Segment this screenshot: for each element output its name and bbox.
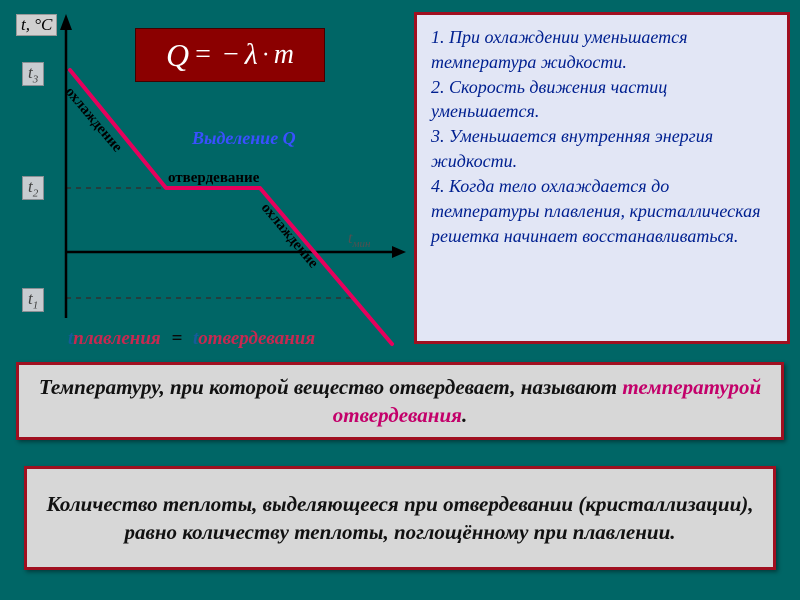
tick-t2: t2 — [22, 176, 44, 200]
melting-eq: tплавления = tотвердевания — [68, 328, 315, 350]
solidify-label: отвердевание — [168, 170, 259, 187]
tick-t1: t1 — [22, 288, 44, 312]
definition-heat-equality: Количество теплоты, выделяющееся при отв… — [24, 466, 776, 570]
emit-q-label: Выделение Q — [192, 128, 296, 149]
definition-solidification-temp: Температуру, при которой вещество отверд… — [16, 362, 784, 440]
facts-panel: 1. При охлаждении уменьшается температур… — [414, 12, 790, 344]
tick-t3: t3 — [22, 62, 44, 86]
fact-item: 4. Когда тело охлаждается до температуры… — [431, 174, 775, 248]
def2-text: Количество теплоты, выделяющееся при отв… — [45, 490, 755, 547]
def1-pre: Температуру, при которой вещество отверд… — [39, 375, 623, 399]
y-axis-label: t, °C — [16, 14, 57, 36]
fact-item: 3. Уменьшается внутренняя энергия жидкос… — [431, 124, 775, 174]
def1-post: . — [462, 403, 467, 427]
formula-box: Q = − λ · m — [135, 28, 325, 82]
fact-item: 1. При охлаждении уменьшается температур… — [431, 25, 775, 75]
x-axis-label: tмин — [348, 230, 370, 250]
fact-item: 2. Скорость движения частиц уменьшается. — [431, 75, 775, 125]
